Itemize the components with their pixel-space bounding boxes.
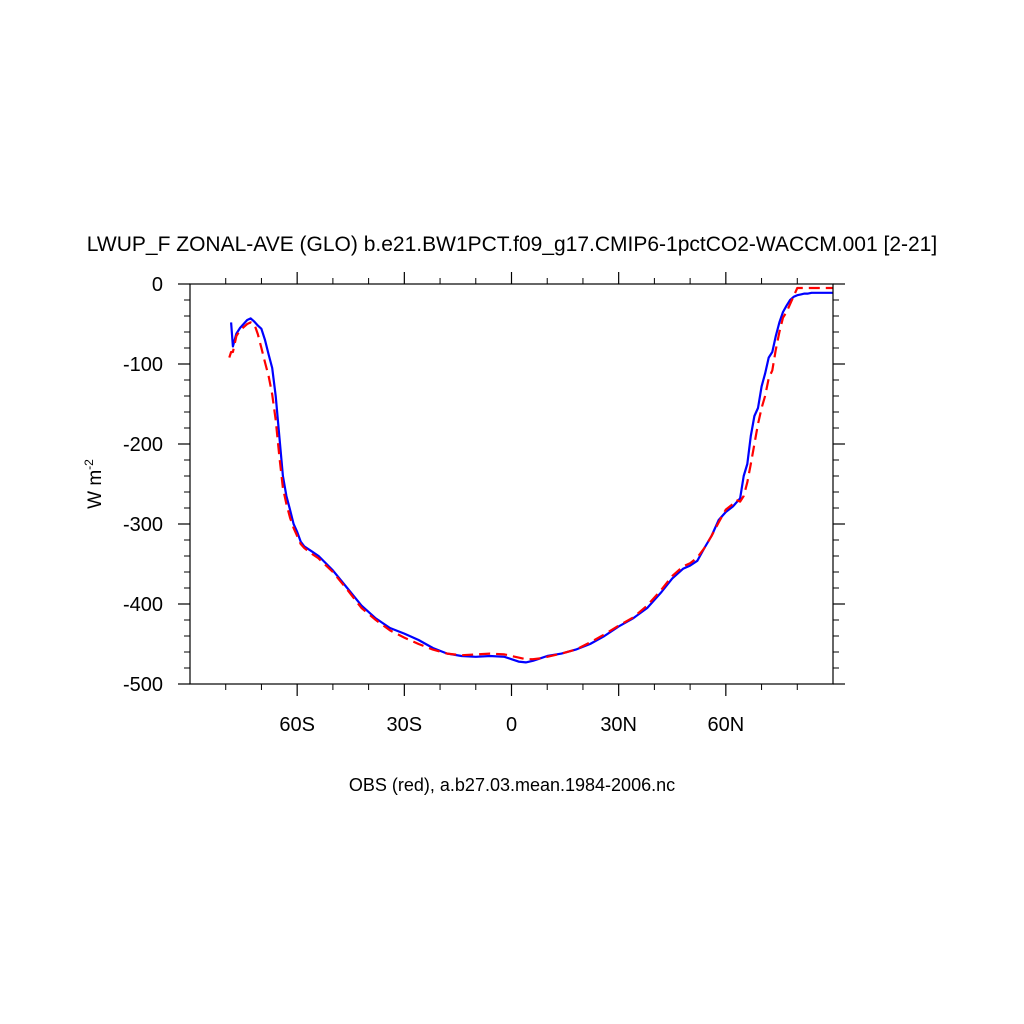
y-tick-label: -500 bbox=[123, 674, 163, 696]
series-line-0 bbox=[230, 291, 833, 664]
y-axis-label-superscript: -2 bbox=[82, 459, 96, 470]
x-tick-label: 0 bbox=[506, 714, 517, 736]
y-tick-label: -200 bbox=[123, 434, 163, 456]
y-tick-label: 0 bbox=[152, 274, 163, 296]
plot-frame bbox=[189, 283, 834, 685]
x-tick-label: 30S bbox=[387, 714, 423, 736]
minor-ticks bbox=[184, 278, 839, 690]
y-axis-label: W m-2 bbox=[82, 459, 106, 509]
tick-labels: 0 -100 -200 -300 -400 -500 60S 30S 0 30N 60N bbox=[123, 274, 744, 736]
y-tick-label: -100 bbox=[123, 354, 163, 376]
x-tick-label: 30N bbox=[600, 714, 637, 736]
x-axis-label: OBS (red), a.b27.03.mean.1984-2006.nc bbox=[349, 775, 675, 795]
y-tick-label: -400 bbox=[123, 594, 163, 616]
major-ticks bbox=[178, 272, 845, 696]
series-line-1 bbox=[228, 286, 833, 661]
svg-text:W m-2: W m-2 bbox=[82, 459, 106, 509]
plot-lines bbox=[228, 286, 833, 664]
x-tick-label: 60N bbox=[707, 714, 744, 736]
y-tick-label: -300 bbox=[123, 514, 163, 536]
x-tick-label: 60S bbox=[279, 714, 315, 736]
y-axis-label-base: W m bbox=[85, 470, 106, 509]
chart-title: LWUP_F ZONAL-AVE (GLO) b.e21.BW1PCT.f09_… bbox=[87, 233, 937, 256]
